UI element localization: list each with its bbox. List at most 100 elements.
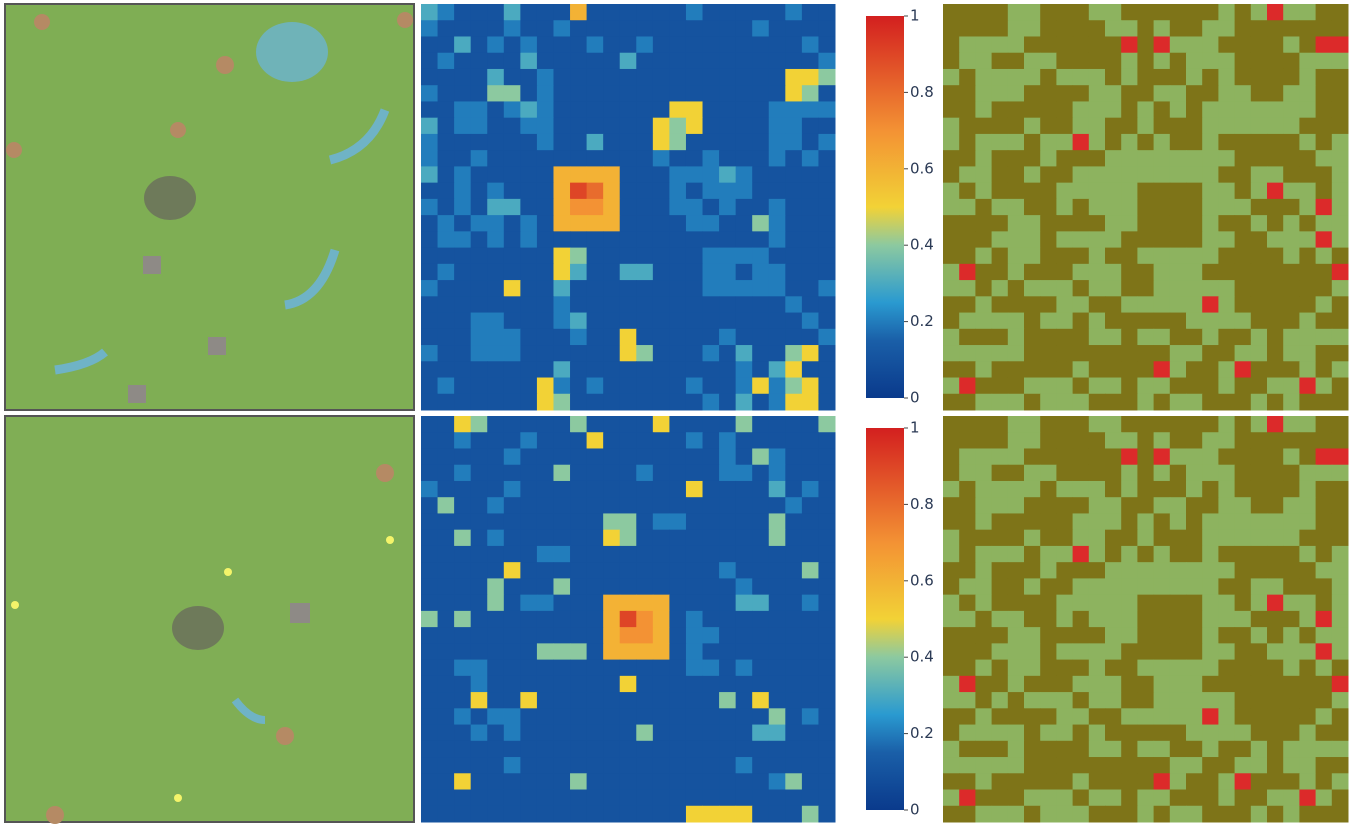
map-tile — [1186, 345, 1203, 362]
map-tile — [1218, 708, 1236, 726]
heatmap-cell — [735, 773, 753, 791]
map-tile — [1153, 757, 1171, 774]
heatmap-cell — [421, 345, 439, 362]
map-tile — [1299, 773, 1317, 791]
heatmap-cell — [652, 497, 670, 514]
heatmap-cell — [503, 133, 521, 151]
mountain — [144, 176, 196, 220]
colorbar-tick-label: 0.8 — [910, 495, 934, 513]
map-tile — [1202, 182, 1219, 200]
map-tile — [1137, 562, 1155, 579]
heatmap-cell — [735, 578, 753, 596]
map-tile — [1007, 263, 1025, 281]
map-tile — [943, 562, 960, 579]
map-tile — [1315, 545, 1333, 563]
heatmap-cell — [421, 328, 439, 346]
heatmap-cell — [586, 578, 604, 596]
map-tile — [1315, 692, 1333, 709]
map-tile — [1315, 247, 1333, 265]
heatmap-cell — [503, 464, 521, 482]
map-tile — [1250, 198, 1268, 216]
map-tile — [975, 562, 993, 579]
heatmap-cell — [553, 101, 571, 119]
map-tile — [959, 182, 976, 200]
map-tile — [1153, 328, 1171, 346]
heatmap-cell — [487, 280, 505, 297]
heatmap-cell — [785, 497, 803, 514]
map-tile — [1299, 328, 1317, 346]
map-tile — [1121, 377, 1138, 395]
heatmap-cell — [487, 263, 505, 281]
map-tile — [1250, 497, 1268, 514]
map-tile — [1218, 497, 1236, 514]
map-tile — [975, 789, 993, 807]
heatmap-cell — [685, 529, 704, 547]
heatmap-cell — [421, 562, 439, 579]
heatmap-cell — [768, 198, 786, 216]
map-tile — [1088, 757, 1106, 774]
heatmap-cell — [520, 133, 538, 151]
map-tile — [1169, 497, 1187, 514]
heatmap-cell — [652, 247, 670, 265]
map-tile — [1331, 52, 1349, 70]
map-tile — [1040, 198, 1057, 216]
heatmap-cell — [702, 643, 720, 661]
map-tile — [1315, 610, 1333, 628]
heatmap-cell — [603, 432, 621, 449]
heatmap-cell — [652, 805, 670, 823]
map-tile — [1040, 52, 1057, 70]
heatmap-cell — [636, 529, 654, 547]
heatmap-cell — [752, 480, 770, 498]
heatmap-cell — [421, 497, 439, 514]
map-tile — [1331, 805, 1349, 823]
map-tile — [1331, 529, 1349, 547]
heatmap-cell — [553, 52, 571, 70]
map-tile — [1007, 757, 1025, 774]
heatmap-cell — [536, 263, 554, 281]
map-tile — [1267, 101, 1284, 119]
map-tile — [1218, 529, 1236, 547]
heatmap-cell — [719, 513, 737, 531]
heatmap-cell — [570, 513, 588, 531]
heatmap-cell — [570, 594, 588, 612]
map-tile — [1007, 182, 1025, 200]
map-tile — [991, 643, 1009, 661]
heatmap-cell — [470, 4, 488, 21]
heatmap-cell — [570, 280, 588, 297]
heatmap-cell — [702, 659, 720, 677]
map-tile — [1024, 643, 1041, 661]
heatmap-cell — [669, 263, 687, 281]
map-tile — [1137, 464, 1155, 482]
heatmap-cell — [503, 659, 521, 677]
map-tile — [1105, 377, 1122, 395]
map-tile — [1007, 166, 1025, 184]
heatmap-cell — [669, 432, 687, 449]
heatmap-cell — [619, 280, 637, 297]
map-tile — [975, 448, 993, 466]
heatmap-cell — [487, 513, 505, 531]
map-tile — [1331, 610, 1349, 628]
heatmap-cell — [752, 513, 770, 531]
map-tile — [1250, 594, 1268, 612]
heatmap-cell — [652, 480, 670, 498]
heatmap-cell — [636, 692, 654, 709]
map-tile — [1137, 627, 1155, 644]
map-tile — [1105, 773, 1122, 791]
heatmap-cell — [702, 231, 720, 249]
heatmap-cell — [719, 448, 737, 466]
map-tile — [1250, 4, 1268, 21]
map-tile — [1088, 562, 1106, 579]
heatmap-cell — [818, 464, 836, 482]
map-tile — [1153, 247, 1171, 265]
heatmap-cell — [768, 247, 786, 265]
heatmap-cell — [818, 280, 836, 297]
heatmap-cell — [685, 448, 704, 466]
map-tile — [1250, 740, 1268, 758]
heatmap-cell — [520, 610, 538, 628]
map-tile — [1250, 513, 1268, 531]
map-tile — [1250, 757, 1268, 774]
map-tile — [1218, 68, 1236, 86]
map-tile — [1137, 708, 1155, 726]
heatmap-cell — [636, 328, 654, 346]
heatmap-cell — [818, 166, 836, 184]
